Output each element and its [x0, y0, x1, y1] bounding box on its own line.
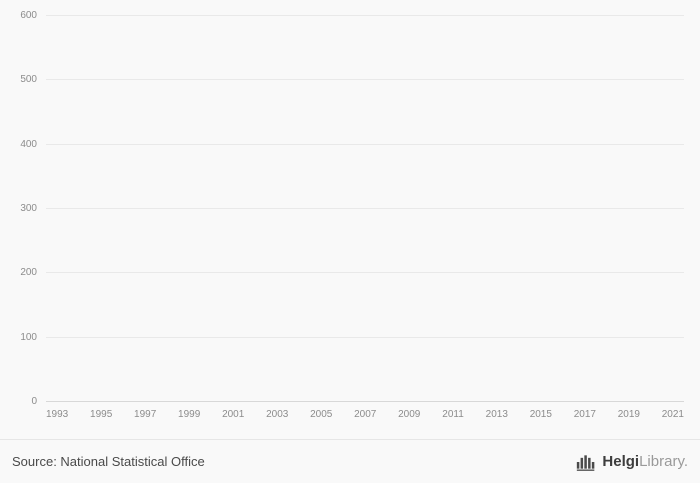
y-axis-label: 0 — [31, 396, 37, 407]
gridline — [46, 143, 684, 145]
x-axis-label: 2003 — [266, 408, 289, 420]
chart-area: 0 100 200 300 400 500 600 1993 1995 1997 1999 2001… — [20, 11, 684, 426]
bars-group — [46, 16, 684, 402]
gridline — [46, 15, 684, 16]
x-axis-label: 2019 — [617, 408, 640, 420]
x-axis-label: 1997 — [134, 408, 157, 420]
footer: Source: National Statistical Office Helg… — [0, 439, 700, 483]
brand-text: HelgiLibrary. — [602, 454, 688, 469]
x-axis-label: 2005 — [310, 408, 333, 420]
x-axis-label: 2011 — [442, 408, 464, 420]
x-axis-label: 1995 — [90, 408, 113, 420]
plot-area: 0 100 200 300 400 500 600 — [20, 11, 684, 407]
x-axis-label: 2001 — [222, 408, 245, 420]
source-text: Source: National Statistical Office — [12, 454, 205, 469]
gridline — [46, 401, 684, 402]
x-axis-label: 2021 — [661, 408, 684, 420]
y-axis-label: 100 — [20, 331, 37, 343]
x-axis-label: 1993 — [46, 408, 69, 420]
brand-secondary: Library. — [639, 453, 688, 470]
gridline — [46, 336, 684, 338]
x-axis: 1993 1995 1997 1999 2001 2003 2005 2007 2009 2011… — [46, 402, 684, 426]
x-axis-label: 2013 — [485, 408, 508, 420]
y-axis-label: 300 — [20, 203, 37, 214]
x-axis-label: 2009 — [398, 408, 421, 420]
gridline — [46, 79, 684, 81]
helgi-logo[interactable]: HelgiLibrary. — [576, 452, 688, 472]
y-axis-label: 400 — [20, 138, 37, 150]
y-axis-label: 200 — [20, 267, 37, 279]
y-axis-label: 500 — [20, 74, 37, 86]
x-axis-label: 1999 — [178, 408, 201, 420]
x-axis-label: 2015 — [529, 408, 552, 420]
y-axis-label: 600 — [20, 10, 37, 21]
brand-primary: Helgi — [602, 453, 640, 470]
x-axis-label: 2017 — [573, 408, 596, 420]
gridline — [46, 208, 684, 209]
x-axis-label: 2007 — [354, 408, 377, 420]
bar-chart-logo-icon — [576, 452, 596, 472]
gridline — [46, 272, 684, 274]
